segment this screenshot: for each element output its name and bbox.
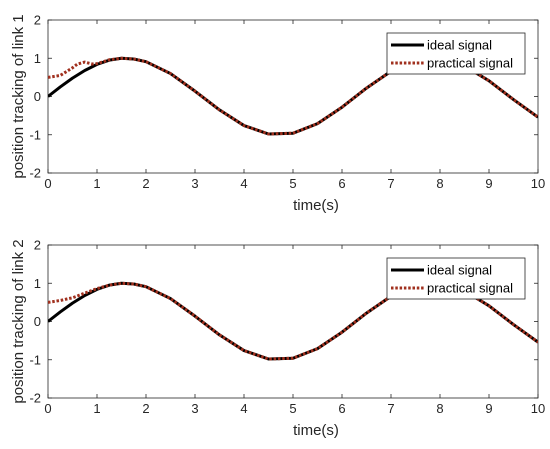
- x-tick-label: 10: [531, 176, 545, 191]
- x-tick-label: 8: [436, 176, 443, 191]
- y-tick-label: -2: [29, 166, 41, 181]
- x-tick-label: 7: [387, 401, 394, 416]
- x-tick-label: 2: [142, 401, 149, 416]
- x-tick-label: 0: [44, 176, 51, 191]
- y-tick-label: -2: [29, 391, 41, 406]
- x-tick-label: 3: [191, 176, 198, 191]
- y-tick-label: -1: [29, 352, 41, 367]
- legend-box: [386, 257, 526, 300]
- y-tick-label: -1: [29, 127, 41, 142]
- y-tick-label: 0: [34, 314, 41, 329]
- y-tick-label: 1: [34, 51, 41, 66]
- legend-entry: ideal signal: [427, 263, 492, 278]
- x-axis-label: time(s): [293, 197, 339, 214]
- x-axis-label: time(s): [293, 422, 339, 439]
- y-tick-label: 2: [34, 238, 41, 253]
- legend: ideal signal practical signal: [386, 257, 526, 300]
- x-tick-label: 1: [93, 401, 100, 416]
- legend-box: [386, 32, 526, 75]
- legend: ideal signal practical signal: [386, 32, 526, 75]
- x-tick-label: 0: [44, 401, 51, 416]
- x-tick-label: 5: [289, 176, 296, 191]
- x-tick-label: 10: [531, 401, 545, 416]
- y-axis-label: position tracking of link 2: [10, 239, 27, 403]
- x-tick-label: 1: [93, 176, 100, 191]
- y-tick-label: 2: [34, 13, 41, 28]
- x-tick-label: 4: [240, 176, 247, 191]
- chart-panel-2: 0 1 2 3 4 5 6 7 8 9 10 -2 -1 0 1 2 time(s) position track…: [10, 238, 545, 440]
- x-tick-label: 7: [387, 176, 394, 191]
- x-tick-label: 5: [289, 401, 296, 416]
- x-tick-label: 9: [485, 176, 492, 191]
- y-tick-label: 0: [34, 89, 41, 104]
- y-axis-label: position tracking of link 1: [10, 14, 27, 178]
- x-tick-label: 6: [338, 176, 345, 191]
- x-tick-label: 3: [191, 401, 198, 416]
- legend-entry: practical signal: [427, 281, 513, 296]
- legend-entry: ideal signal: [427, 38, 492, 53]
- x-tick-label: 6: [338, 401, 345, 416]
- x-tick-label: 8: [436, 401, 443, 416]
- chart-panel-1: 0 1 2 3 4 5 6 7 8 9 10 -2 -1 0 1 2 time(s) position track…: [10, 13, 545, 215]
- x-tick-label: 9: [485, 401, 492, 416]
- y-tick-label: 1: [34, 276, 41, 291]
- legend-entry: practical signal: [427, 56, 513, 71]
- x-tick-label: 4: [240, 401, 247, 416]
- x-tick-label: 2: [142, 176, 149, 191]
